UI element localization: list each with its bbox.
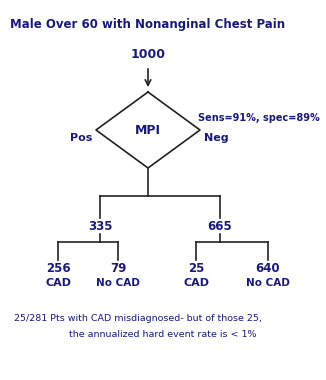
Text: the annualized hard event rate is < 1%: the annualized hard event rate is < 1% xyxy=(69,330,257,339)
Text: 335: 335 xyxy=(88,220,112,233)
Text: MPI: MPI xyxy=(135,124,161,136)
Text: No CAD: No CAD xyxy=(246,278,290,288)
Text: 665: 665 xyxy=(208,220,232,233)
Text: 640: 640 xyxy=(256,262,280,275)
Text: No CAD: No CAD xyxy=(96,278,140,288)
Text: 1000: 1000 xyxy=(130,48,166,61)
Text: Pos: Pos xyxy=(70,133,92,143)
Text: Neg: Neg xyxy=(204,133,229,143)
Text: 25/281 Pts with CAD misdiagnosed- but of those 25,: 25/281 Pts with CAD misdiagnosed- but of… xyxy=(14,314,262,323)
Text: 25: 25 xyxy=(188,262,204,275)
Text: Male Over 60 with Nonanginal Chest Pain: Male Over 60 with Nonanginal Chest Pain xyxy=(10,18,285,31)
Text: CAD: CAD xyxy=(45,278,71,288)
Text: Sens=91%, spec=89%: Sens=91%, spec=89% xyxy=(198,113,320,123)
Text: CAD: CAD xyxy=(183,278,209,288)
Text: 256: 256 xyxy=(46,262,70,275)
Text: 79: 79 xyxy=(110,262,126,275)
